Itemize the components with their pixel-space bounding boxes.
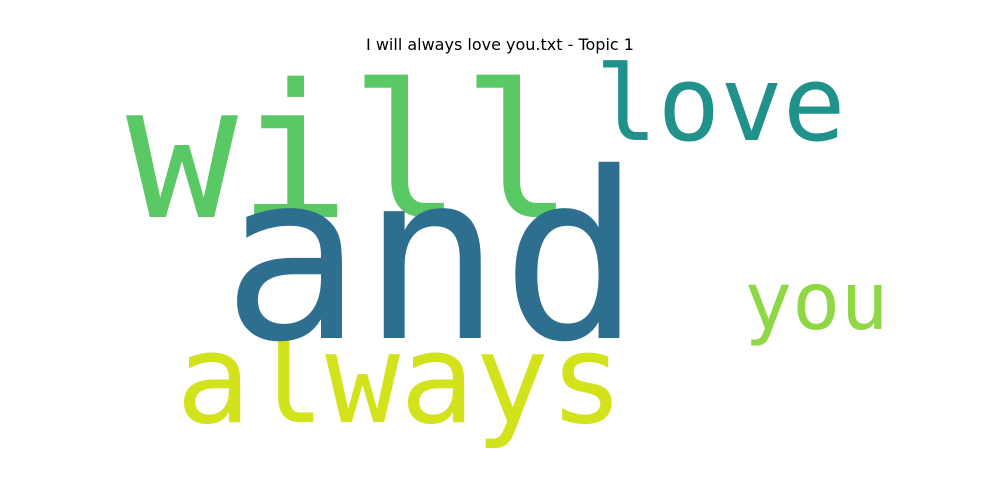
word-and: and <box>222 123 642 393</box>
word-cloud-title: I will always love you.txt - Topic 1 <box>366 35 634 54</box>
word-will: will <box>126 44 574 261</box>
word-always: always <box>176 308 624 452</box>
word-love: love <box>595 43 846 165</box>
word-you: you <box>744 255 889 348</box>
